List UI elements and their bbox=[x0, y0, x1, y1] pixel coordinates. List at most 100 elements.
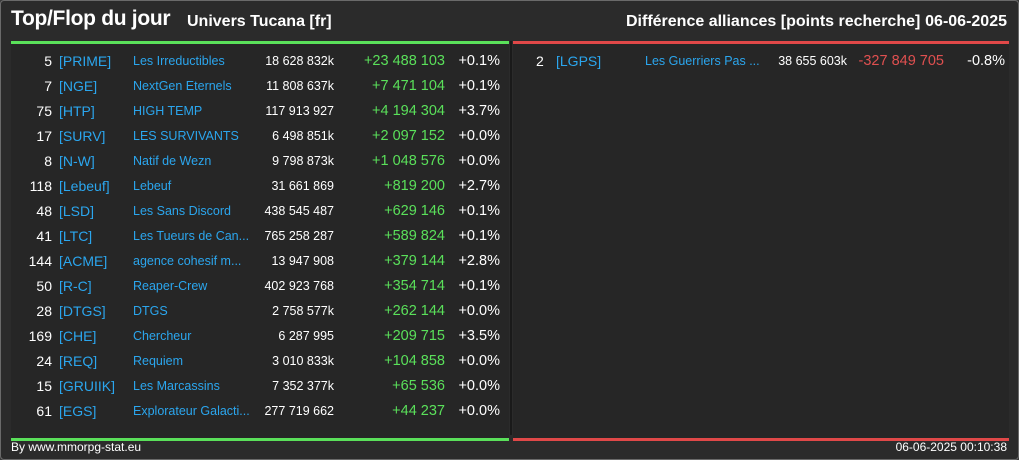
alliance-total-points: 2 758 577k bbox=[272, 304, 334, 318]
alliance-total-points: 38 655 603k bbox=[778, 54, 847, 68]
alliance-points-diff: +4 194 304 bbox=[372, 103, 445, 119]
alliance-name-link[interactable]: Les Tueurs de Can... bbox=[133, 229, 250, 243]
alliance-tag-link[interactable]: [EGS] bbox=[59, 403, 97, 419]
alliance-points-diff: +23 488 103 bbox=[363, 53, 445, 69]
alliance-tag-link[interactable]: [NGE] bbox=[59, 78, 98, 94]
alliance-rank: 50 bbox=[36, 278, 52, 294]
table-row: 169 [CHE] Chercheur 6 287 995 +209 715 +3.5% bbox=[11, 324, 509, 349]
universe-label: Univers Tucana [fr] bbox=[187, 13, 332, 30]
alliance-rank: 2 bbox=[536, 53, 544, 69]
table-row: 17 [SURV] LES SURVIVANTS 6 498 851k +2 097 1… bbox=[11, 124, 509, 149]
alliance-name-link[interactable]: Chercheur bbox=[133, 329, 192, 343]
alliance-total-points: 765 258 287 bbox=[264, 229, 334, 243]
table-row: 144 [ACME] agence cohesif m... 13 947 908 +3… bbox=[11, 249, 509, 274]
alliance-tag-link[interactable]: [LGPS] bbox=[556, 53, 602, 69]
alliance-percent-change: +0.1% bbox=[458, 278, 500, 294]
alliance-name-link[interactable]: Lebeuf bbox=[133, 179, 172, 193]
alliance-rank: 118 bbox=[29, 178, 52, 194]
alliance-rank: 28 bbox=[36, 303, 52, 319]
alliance-rank: 5 bbox=[44, 53, 52, 69]
alliance-total-points: 7 352 377k bbox=[272, 379, 334, 393]
alliance-name-link[interactable]: agence cohesif m... bbox=[133, 254, 242, 268]
alliance-tag-link[interactable]: [DTGS] bbox=[59, 303, 106, 319]
table-row: 61 [EGS] Explorateur Galacti... 277 719 662… bbox=[11, 399, 509, 424]
alliance-points-diff: +44 237 bbox=[392, 403, 445, 419]
alliance-percent-change: +3.5% bbox=[458, 328, 500, 344]
alliance-tag-link[interactable]: [GRUIIK] bbox=[59, 378, 116, 394]
alliance-rank: 41 bbox=[36, 228, 52, 244]
alliance-percent-change: +0.0% bbox=[458, 378, 500, 394]
alliance-tag-link[interactable]: [LTC] bbox=[59, 228, 93, 244]
alliance-percent-change: +3.7% bbox=[458, 103, 500, 119]
alliance-tag-link[interactable]: [REQ] bbox=[59, 353, 98, 369]
header-date: 06-06-2025 bbox=[925, 13, 1007, 30]
alliance-name-link[interactable]: Les Marcassins bbox=[133, 379, 220, 393]
alliance-points-diff: +819 200 bbox=[384, 178, 445, 194]
alliance-percent-change: +0.1% bbox=[458, 78, 500, 94]
alliance-points-diff: +7 471 104 bbox=[372, 78, 445, 94]
alliance-rank: 48 bbox=[36, 203, 52, 219]
table-row: 7 [NGE] NextGen Eternels 11 808 637k +7 471 … bbox=[11, 74, 509, 99]
alliance-percent-change: +0.0% bbox=[458, 303, 500, 319]
alliance-tag-link[interactable]: [R-C] bbox=[59, 278, 92, 294]
alliance-percent-change: +0.0% bbox=[458, 128, 500, 144]
table-row: 8 [N-W] Natif de Wezn 9 798 873k +1 048 576 +… bbox=[11, 149, 509, 174]
alliance-name-link[interactable]: LES SURVIVANTS bbox=[133, 129, 239, 143]
alliance-name-link[interactable]: Requiem bbox=[133, 354, 184, 368]
alliance-name-link[interactable]: Les Irreductibles bbox=[133, 54, 225, 68]
alliance-name-link[interactable]: NextGen Eternels bbox=[133, 79, 232, 93]
alliance-points-diff: +262 144 bbox=[384, 303, 445, 319]
alliance-tag-link[interactable]: [HTP] bbox=[59, 103, 95, 119]
alliance-percent-change: +0.0% bbox=[458, 353, 500, 369]
alliance-name-link[interactable]: DTGS bbox=[133, 304, 168, 318]
alliance-points-diff: +354 714 bbox=[384, 278, 445, 294]
alliance-total-points: 9 798 873k bbox=[272, 154, 334, 168]
alliance-tag-link[interactable]: [PRIME] bbox=[59, 53, 112, 69]
table-row: 28 [DTGS] DTGS 2 758 577k +262 144 +0.0% bbox=[11, 299, 509, 324]
alliance-tag-link[interactable]: [SURV] bbox=[59, 128, 106, 144]
alliance-points-diff: +379 144 bbox=[384, 253, 445, 269]
alliance-points-diff: +104 858 bbox=[384, 353, 445, 369]
alliance-points-diff: -327 849 705 bbox=[858, 53, 944, 69]
alliance-percent-change: +2.7% bbox=[458, 178, 500, 194]
table-row: 2 [LGPS] Les Guerriers Pas ... 38 655 603k -… bbox=[513, 49, 1009, 74]
alliance-total-points: 31 661 869 bbox=[271, 179, 334, 193]
table-row: 15 [GRUIIK] Les Marcassins 7 352 377k +65 53… bbox=[11, 374, 509, 399]
alliance-percent-change: +0.1% bbox=[458, 228, 500, 244]
alliance-tag-link[interactable]: [CHE] bbox=[59, 328, 97, 344]
panel-divider bbox=[510, 41, 512, 435]
alliance-tag-link[interactable]: [LSD] bbox=[59, 203, 95, 219]
alliance-total-points: 6 287 995 bbox=[278, 329, 334, 343]
alliance-name-link[interactable]: Explorateur Galacti... bbox=[133, 404, 250, 418]
table-row: 118 [Lebeuf] Lebeuf 31 661 869 +819 200 +2.7% bbox=[11, 174, 509, 199]
alliance-rank: 61 bbox=[36, 403, 52, 419]
alliance-percent-change: +0.0% bbox=[458, 403, 500, 419]
alliance-name-link[interactable]: Natif de Wezn bbox=[133, 154, 212, 168]
table-row: 5 [PRIME] Les Irreductibles 18 628 832k +23 … bbox=[11, 49, 509, 74]
alliance-name-link[interactable]: Les Guerriers Pas ... bbox=[645, 54, 760, 68]
alliance-tag-link[interactable]: [ACME] bbox=[59, 253, 108, 269]
alliance-name-link[interactable]: HIGH TEMP bbox=[133, 104, 203, 118]
alliance-rank: 144 bbox=[28, 253, 52, 269]
alliance-name-link[interactable]: Les Sans Discord bbox=[133, 204, 231, 218]
alliance-percent-change: +0.1% bbox=[458, 53, 500, 69]
alliance-percent-change: +2.8% bbox=[458, 253, 500, 269]
flop-alliances-panel: 2 [LGPS] Les Guerriers Pas ... 38 655 603k -… bbox=[513, 41, 1009, 441]
footer-source: By www.mmorpg-stat.eu bbox=[11, 440, 142, 454]
alliance-percent-change: +0.0% bbox=[458, 153, 500, 169]
alliance-tag-link[interactable]: [Lebeuf] bbox=[59, 178, 110, 194]
alliance-percent-change: -0.8% bbox=[967, 53, 1005, 69]
alliance-name-link[interactable]: Reaper-Crew bbox=[133, 279, 208, 293]
alliance-total-points: 438 545 487 bbox=[264, 204, 334, 218]
metric-label: Différence alliances [points recherche] bbox=[626, 13, 921, 30]
alliance-total-points: 13 947 908 bbox=[271, 254, 334, 268]
table-row: 48 [LSD] Les Sans Discord 438 545 487 +629 1… bbox=[11, 199, 509, 224]
alliance-rank: 24 bbox=[36, 353, 52, 369]
alliance-percent-change: +0.1% bbox=[458, 203, 500, 219]
alliance-total-points: 402 923 768 bbox=[264, 279, 334, 293]
alliance-total-points: 117 913 927 bbox=[265, 104, 334, 118]
alliance-rank: 15 bbox=[36, 378, 52, 394]
alliance-tag-link[interactable]: [N-W] bbox=[59, 153, 95, 169]
alliance-rank: 17 bbox=[36, 128, 52, 144]
